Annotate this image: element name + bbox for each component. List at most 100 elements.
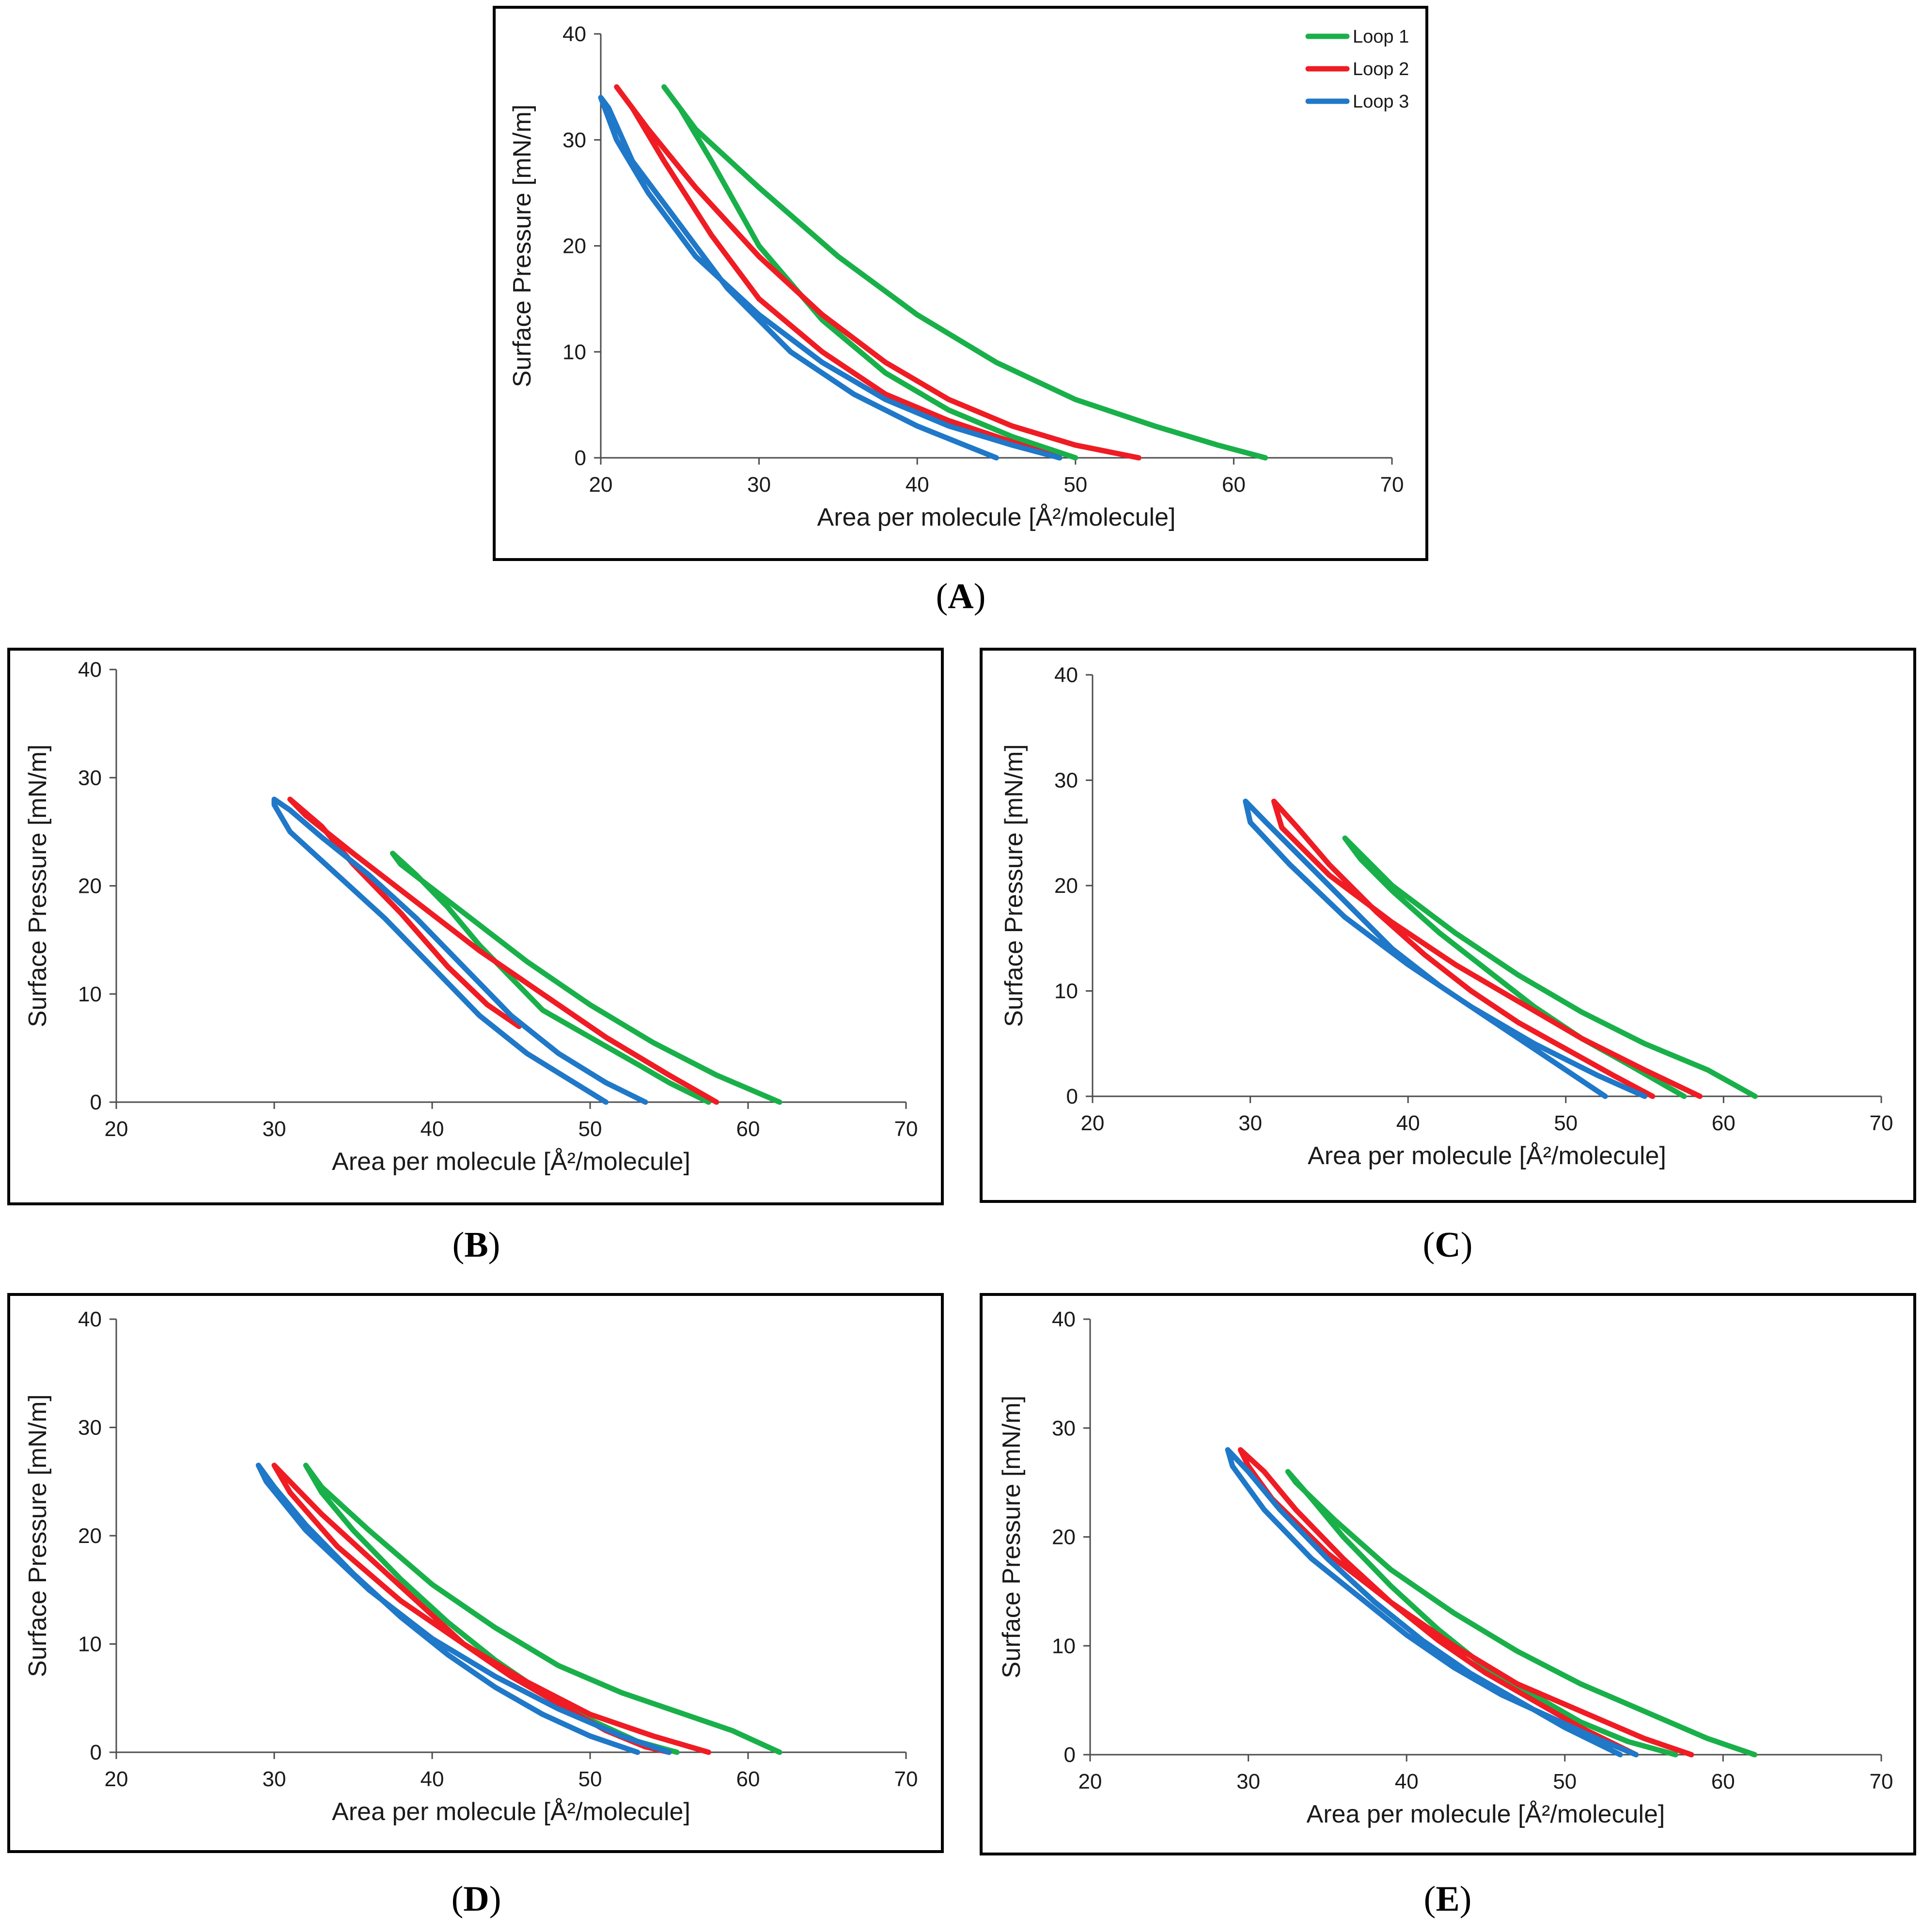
x-tick-label: 30 xyxy=(1238,1111,1262,1135)
y-tick-label: 0 xyxy=(1066,1085,1078,1108)
y-axis-title: Surface Pressure [mN/m] xyxy=(998,1396,1026,1679)
y-tick-label: 40 xyxy=(1052,1308,1076,1331)
x-tick-label: 70 xyxy=(894,1117,918,1141)
caption-paren: ) xyxy=(488,1225,500,1265)
x-axis-title: Area per molecule [Å²/molecule] xyxy=(332,1798,690,1826)
x-tick-label: 70 xyxy=(1870,1111,1893,1135)
x-tick-label: 60 xyxy=(1222,473,1246,497)
legend-label: Loop 2 xyxy=(1353,59,1409,79)
caption-letter: D xyxy=(463,1879,489,1919)
x-tick-label: 40 xyxy=(1395,1770,1419,1793)
x-tick-label: 50 xyxy=(1554,1111,1578,1135)
y-tick-label: 30 xyxy=(78,1416,102,1440)
caption-paren: ) xyxy=(1460,1879,1472,1919)
series-loop-3 xyxy=(255,1463,672,1755)
y-tick-label: 0 xyxy=(90,1741,102,1764)
x-tick-label: 60 xyxy=(1712,1111,1735,1135)
x-tick-label: 40 xyxy=(421,1767,444,1791)
y-axis-title: Surface Pressure [mN/m] xyxy=(508,105,536,388)
y-tick-label: 10 xyxy=(78,982,102,1006)
x-axis-title-text: Area per molecule xyxy=(332,1798,543,1826)
series-loop-1 xyxy=(1285,1469,1758,1758)
y-tick-label: 20 xyxy=(1054,874,1078,898)
caption-paren: ) xyxy=(489,1879,501,1919)
x-tick-label: 60 xyxy=(736,1117,760,1141)
caption-paren: ( xyxy=(936,576,948,616)
series-loop-2 xyxy=(271,1463,711,1755)
x-tick-label: 70 xyxy=(1870,1770,1893,1793)
x-axis-title-unit: [Å²/molecule] xyxy=(1029,503,1175,531)
chart-panel-E: 0 10 20 30 40 20 30 40 50 60 70 Area per molecule [… xyxy=(980,1293,1916,1919)
panel-caption: (A) xyxy=(936,576,986,616)
y-tick-label: 0 xyxy=(90,1091,102,1114)
y-axis-title: Surface Pressure [mN/m] xyxy=(24,1394,52,1677)
series-loop-2 xyxy=(1271,798,1703,1099)
x-tick-label: 60 xyxy=(736,1767,760,1791)
series-loop-1 xyxy=(390,851,782,1105)
panel-caption: (D) xyxy=(452,1879,501,1919)
x-tick-label: 20 xyxy=(589,473,613,497)
series-loop-3 xyxy=(271,796,648,1105)
series-loop-2 xyxy=(287,796,719,1105)
series-loop-2 xyxy=(614,84,1141,461)
x-tick-label: 50 xyxy=(1553,1770,1577,1793)
x-axis-title-unit: [Å²/molecule] xyxy=(544,1148,690,1176)
chart-panel-C: 0 10 20 30 40 20 30 40 50 60 70 Area per molecule [… xyxy=(980,648,1916,1265)
panel-frame xyxy=(493,6,1428,561)
y-tick-label: 0 xyxy=(1064,1743,1076,1767)
series-loop-3 xyxy=(1243,798,1648,1099)
legend-label: Loop 3 xyxy=(1353,92,1409,112)
x-axis-title: Area per molecule [Å²/molecule] xyxy=(1307,1800,1665,1828)
y-axis-title: Surface Pressure [mN/m] xyxy=(1000,744,1028,1027)
chart-panel-D: 0 10 20 30 40 20 30 40 50 60 70 Area per molecule [… xyxy=(7,1293,944,1919)
y-tick-label: 40 xyxy=(563,22,586,46)
caption-paren: ( xyxy=(452,1879,464,1919)
y-tick-label: 40 xyxy=(1054,663,1078,687)
panel-caption: (B) xyxy=(453,1225,500,1265)
x-tick-label: 30 xyxy=(263,1767,286,1791)
y-tick-label: 20 xyxy=(1052,1526,1076,1549)
y-tick-label: 40 xyxy=(78,658,102,682)
y-tick-label: 0 xyxy=(575,446,586,470)
x-axis-title-unit: [Å²/molecule] xyxy=(544,1798,690,1826)
legend: Loop 1 Loop 2 Loop 3 xyxy=(1305,27,1409,112)
x-tick-label: 50 xyxy=(1063,473,1087,497)
caption-paren: ) xyxy=(1461,1225,1473,1265)
y-tick-label: 10 xyxy=(1052,1634,1076,1658)
y-tick-label: 20 xyxy=(78,874,102,898)
caption-paren: ( xyxy=(1423,1225,1435,1265)
x-tick-label: 30 xyxy=(1236,1770,1260,1793)
y-tick-label: 30 xyxy=(1054,769,1078,793)
y-axis-title: Surface Pressure [mN/m] xyxy=(24,745,52,1028)
series-loop-3 xyxy=(1225,1447,1639,1758)
panel-caption: (C) xyxy=(1423,1225,1473,1265)
x-axis-title-text: Area per molecule xyxy=(1307,1800,1518,1828)
caption-paren: ( xyxy=(1424,1879,1436,1919)
y-tick-label: 10 xyxy=(563,340,586,364)
y-tick-label: 20 xyxy=(563,234,586,258)
y-tick-label: 30 xyxy=(1052,1417,1076,1440)
series-loop-3 xyxy=(598,94,1063,461)
caption-letter: B xyxy=(464,1225,488,1265)
panel-frame xyxy=(7,648,944,1205)
x-tick-label: 50 xyxy=(578,1117,602,1141)
x-tick-label: 50 xyxy=(578,1767,602,1791)
y-tick-label: 30 xyxy=(78,766,102,790)
y-tick-label: 10 xyxy=(1054,980,1078,1003)
caption-letter: A xyxy=(948,576,973,616)
panel-frame xyxy=(980,1293,1916,1855)
x-axis-title: Area per molecule [Å²/molecule] xyxy=(817,503,1176,531)
x-axis-title: Area per molecule [Å²/molecule] xyxy=(1308,1142,1666,1170)
y-tick-label: 10 xyxy=(78,1633,102,1656)
series-loop-1 xyxy=(661,84,1268,461)
caption-paren: ( xyxy=(453,1225,465,1265)
x-tick-label: 20 xyxy=(1081,1111,1105,1135)
y-tick-label: 30 xyxy=(563,128,586,152)
x-tick-label: 20 xyxy=(1078,1770,1102,1793)
x-tick-label: 70 xyxy=(894,1767,918,1791)
x-axis-title-unit: [Å²/molecule] xyxy=(1518,1800,1665,1828)
x-axis-title: Area per molecule [Å²/molecule] xyxy=(332,1148,690,1176)
chart-panel-A: 0 10 20 30 40 20 30 40 50 60 70 Area per molecule [… xyxy=(493,6,1428,616)
x-tick-label: 30 xyxy=(747,473,771,497)
